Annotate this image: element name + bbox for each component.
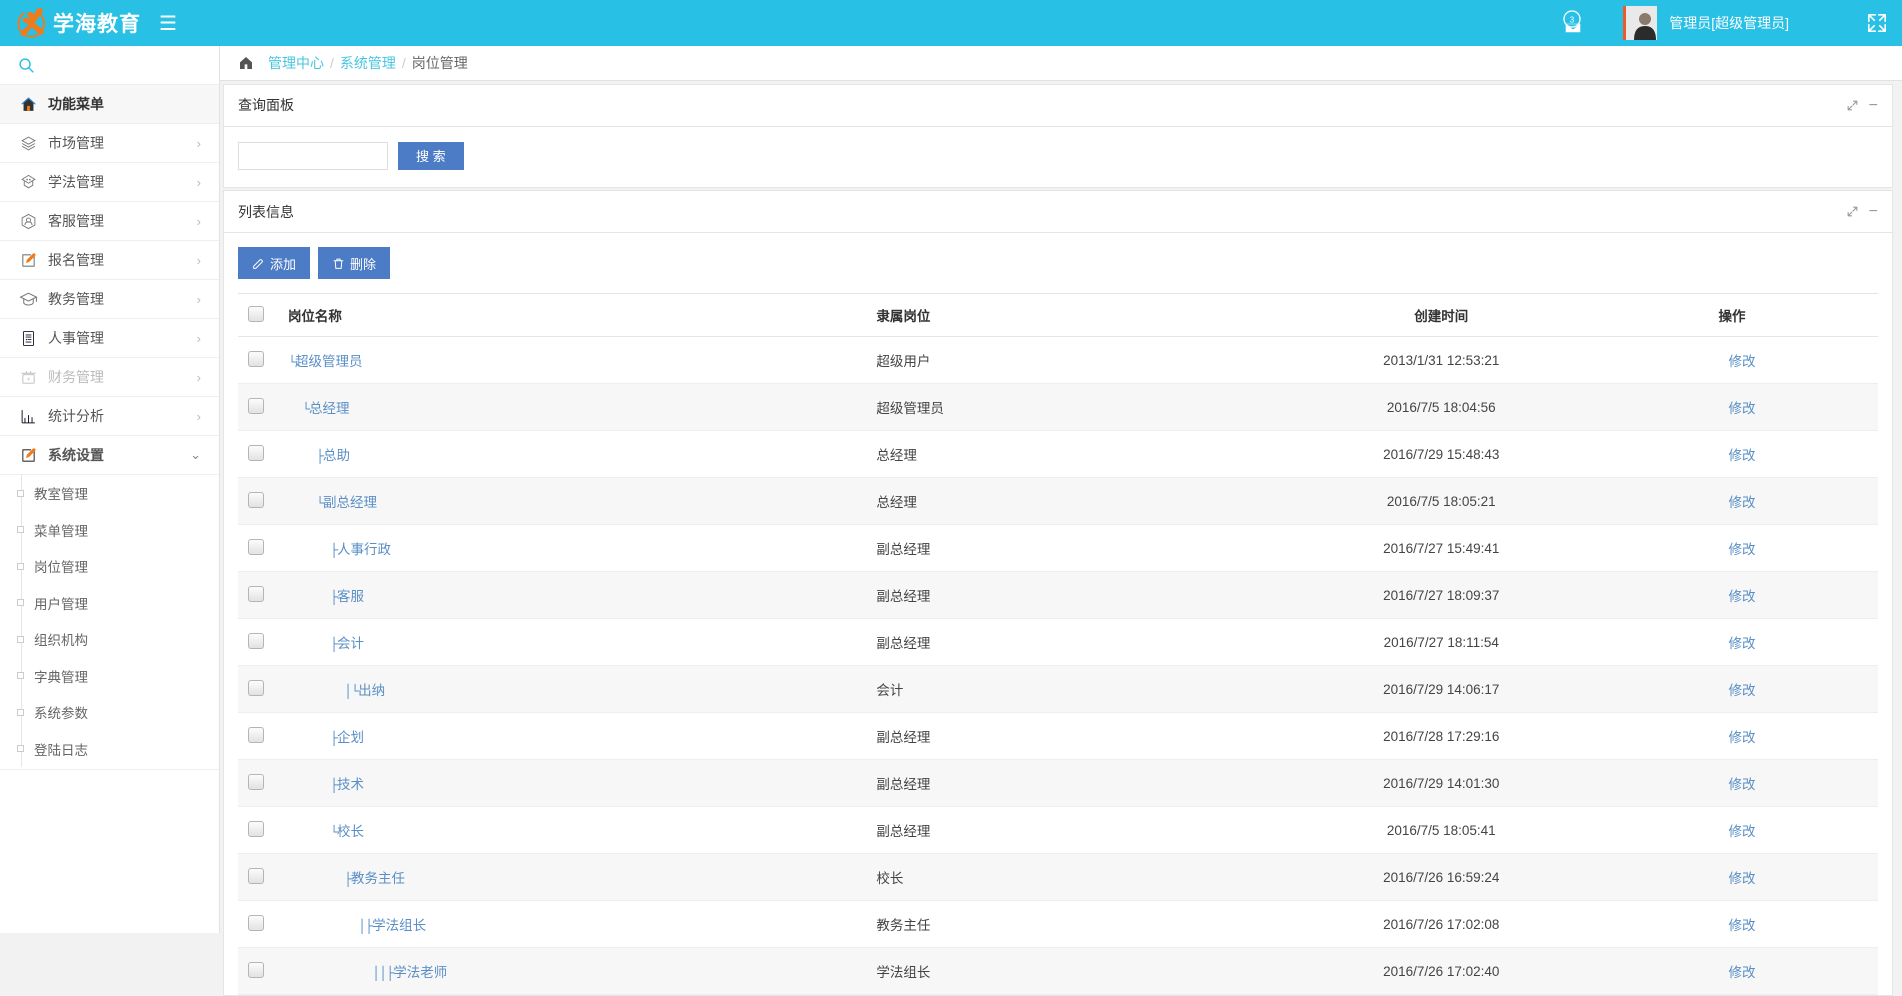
svg-text:¥: ¥ <box>27 376 30 382</box>
svg-text:3: 3 <box>1570 16 1575 25</box>
